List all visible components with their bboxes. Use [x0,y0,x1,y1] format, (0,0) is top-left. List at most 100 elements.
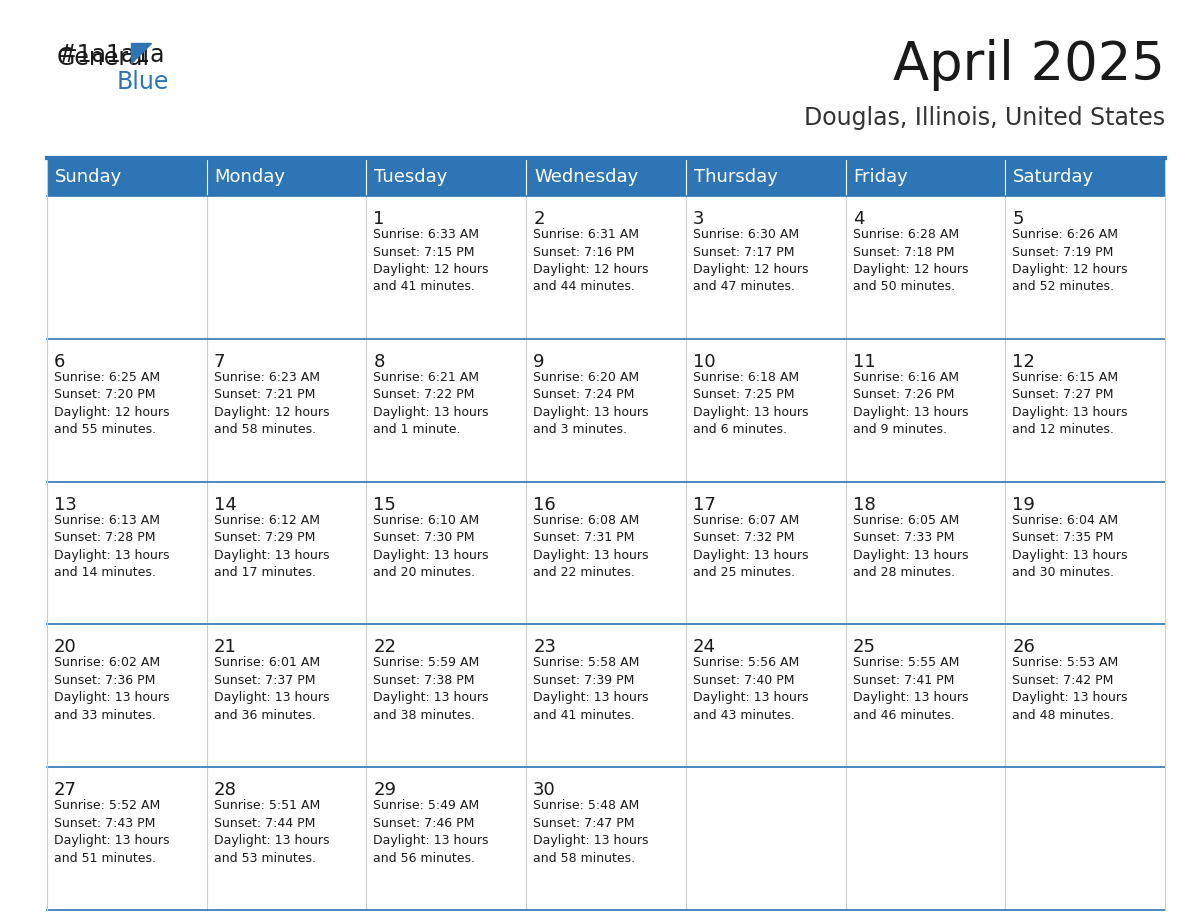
Text: Sunrise: 6:01 AM
Sunset: 7:37 PM
Daylight: 13 hours
and 36 minutes.: Sunrise: 6:01 AM Sunset: 7:37 PM Dayligh… [214,656,329,722]
Bar [48,767,207,910]
Bar [526,158,685,196]
Text: Wednesday: Wednesday [535,168,638,186]
Text: Sunrise: 6:05 AM
Sunset: 7:33 PM
Daylight: 13 hours
and 28 minutes.: Sunrise: 6:05 AM Sunset: 7:33 PM Dayligh… [853,513,968,579]
Text: Blue: Blue [116,70,170,94]
Text: 19: 19 [1012,496,1035,513]
Text: Sunday: Sunday [55,168,122,186]
Bar [366,196,526,339]
Text: 13: 13 [53,496,77,513]
Bar [526,482,685,624]
Bar [366,158,526,196]
Bar [48,196,207,339]
Bar [48,482,207,624]
Text: Sunrise: 6:25 AM
Sunset: 7:20 PM
Daylight: 12 hours
and 55 minutes.: Sunrise: 6:25 AM Sunset: 7:20 PM Dayligh… [53,371,170,436]
Bar [1005,767,1165,910]
Text: April 2025: April 2025 [893,39,1165,91]
Text: 2: 2 [533,210,544,228]
Bar [846,196,1005,339]
Bar [526,339,685,482]
Bar [207,767,366,910]
Text: Sunrise: 6:10 AM
Sunset: 7:30 PM
Daylight: 13 hours
and 20 minutes.: Sunrise: 6:10 AM Sunset: 7:30 PM Dayligh… [373,513,489,579]
Text: Sunrise: 5:53 AM
Sunset: 7:42 PM
Daylight: 13 hours
and 48 minutes.: Sunrise: 5:53 AM Sunset: 7:42 PM Dayligh… [1012,656,1127,722]
Bar [207,196,366,339]
Bar [366,482,526,624]
Text: 18: 18 [853,496,876,513]
Text: 25: 25 [853,638,876,656]
Text: General: General [57,46,150,70]
Bar [846,339,1005,482]
Text: 1: 1 [373,210,385,228]
Text: Friday: Friday [853,168,909,186]
Text: 6: 6 [53,353,65,371]
Bar [685,196,846,339]
Text: Sunrise: 6:28 AM
Sunset: 7:18 PM
Daylight: 12 hours
and 50 minutes.: Sunrise: 6:28 AM Sunset: 7:18 PM Dayligh… [853,228,968,294]
Bar [526,767,685,910]
Text: Sunrise: 6:15 AM
Sunset: 7:27 PM
Daylight: 13 hours
and 12 minutes.: Sunrise: 6:15 AM Sunset: 7:27 PM Dayligh… [1012,371,1127,436]
Text: Sunrise: 5:51 AM
Sunset: 7:44 PM
Daylight: 13 hours
and 53 minutes.: Sunrise: 5:51 AM Sunset: 7:44 PM Dayligh… [214,800,329,865]
Text: 22: 22 [373,638,397,656]
Text: 17: 17 [693,496,715,513]
Text: 5: 5 [1012,210,1024,228]
Text: Thursday: Thursday [694,168,778,186]
Text: 21: 21 [214,638,236,656]
Bar [48,624,207,767]
Text: Sunrise: 5:55 AM
Sunset: 7:41 PM
Daylight: 13 hours
and 46 minutes.: Sunrise: 5:55 AM Sunset: 7:41 PM Dayligh… [853,656,968,722]
Text: 16: 16 [533,496,556,513]
Text: Sunrise: 6:07 AM
Sunset: 7:32 PM
Daylight: 13 hours
and 25 minutes.: Sunrise: 6:07 AM Sunset: 7:32 PM Dayligh… [693,513,808,579]
Text: Tuesday: Tuesday [374,168,448,186]
Bar [685,624,846,767]
Bar [1005,158,1165,196]
Text: 8: 8 [373,353,385,371]
Bar [846,482,1005,624]
Bar [366,767,526,910]
Bar [366,339,526,482]
Polygon shape [131,43,151,63]
Text: 23: 23 [533,638,556,656]
Text: 29: 29 [373,781,397,800]
Bar [846,624,1005,767]
Bar [685,767,846,910]
Text: Saturday: Saturday [1013,168,1094,186]
Text: Douglas, Illinois, United States: Douglas, Illinois, United States [804,106,1165,130]
Text: Sunrise: 5:59 AM
Sunset: 7:38 PM
Daylight: 13 hours
and 38 minutes.: Sunrise: 5:59 AM Sunset: 7:38 PM Dayligh… [373,656,489,722]
Bar [1005,196,1165,339]
Text: Sunrise: 6:12 AM
Sunset: 7:29 PM
Daylight: 13 hours
and 17 minutes.: Sunrise: 6:12 AM Sunset: 7:29 PM Dayligh… [214,513,329,579]
Text: 7: 7 [214,353,226,371]
Bar [685,339,846,482]
Text: Sunrise: 5:52 AM
Sunset: 7:43 PM
Daylight: 13 hours
and 51 minutes.: Sunrise: 5:52 AM Sunset: 7:43 PM Dayligh… [53,800,170,865]
Text: 11: 11 [853,353,876,371]
Bar [685,158,846,196]
Text: Sunrise: 5:48 AM
Sunset: 7:47 PM
Daylight: 13 hours
and 58 minutes.: Sunrise: 5:48 AM Sunset: 7:47 PM Dayligh… [533,800,649,865]
Text: Sunrise: 6:30 AM
Sunset: 7:17 PM
Daylight: 12 hours
and 47 minutes.: Sunrise: 6:30 AM Sunset: 7:17 PM Dayligh… [693,228,808,294]
Bar [207,624,366,767]
Bar [366,624,526,767]
Text: Sunrise: 6:16 AM
Sunset: 7:26 PM
Daylight: 13 hours
and 9 minutes.: Sunrise: 6:16 AM Sunset: 7:26 PM Dayligh… [853,371,968,436]
Bar [526,196,685,339]
Bar [207,158,366,196]
Text: 14: 14 [214,496,236,513]
Text: Sunrise: 6:21 AM
Sunset: 7:22 PM
Daylight: 13 hours
and 1 minute.: Sunrise: 6:21 AM Sunset: 7:22 PM Dayligh… [373,371,489,436]
Bar [1005,339,1165,482]
Text: 27: 27 [53,781,77,800]
Bar [48,158,207,196]
Text: Sunrise: 6:33 AM
Sunset: 7:15 PM
Daylight: 12 hours
and 41 minutes.: Sunrise: 6:33 AM Sunset: 7:15 PM Dayligh… [373,228,489,294]
Bar [685,482,846,624]
Text: 30: 30 [533,781,556,800]
Text: 20: 20 [53,638,77,656]
Text: Monday: Monday [215,168,286,186]
Bar [846,158,1005,196]
Text: Sunrise: 6:20 AM
Sunset: 7:24 PM
Daylight: 13 hours
and 3 minutes.: Sunrise: 6:20 AM Sunset: 7:24 PM Dayligh… [533,371,649,436]
Text: 3: 3 [693,210,704,228]
Text: 26: 26 [1012,638,1035,656]
Bar [526,624,685,767]
Bar [1005,482,1165,624]
Bar [207,482,366,624]
Text: Sunrise: 6:04 AM
Sunset: 7:35 PM
Daylight: 13 hours
and 30 minutes.: Sunrise: 6:04 AM Sunset: 7:35 PM Dayligh… [1012,513,1127,579]
Text: 4: 4 [853,210,864,228]
Text: 12: 12 [1012,353,1035,371]
Text: Sunrise: 6:13 AM
Sunset: 7:28 PM
Daylight: 13 hours
and 14 minutes.: Sunrise: 6:13 AM Sunset: 7:28 PM Dayligh… [53,513,170,579]
Text: Sunrise: 6:31 AM
Sunset: 7:16 PM
Daylight: 12 hours
and 44 minutes.: Sunrise: 6:31 AM Sunset: 7:16 PM Dayligh… [533,228,649,294]
Text: 15: 15 [373,496,397,513]
Text: 24: 24 [693,638,716,656]
Text: Sunrise: 6:26 AM
Sunset: 7:19 PM
Daylight: 12 hours
and 52 minutes.: Sunrise: 6:26 AM Sunset: 7:19 PM Dayligh… [1012,228,1127,294]
